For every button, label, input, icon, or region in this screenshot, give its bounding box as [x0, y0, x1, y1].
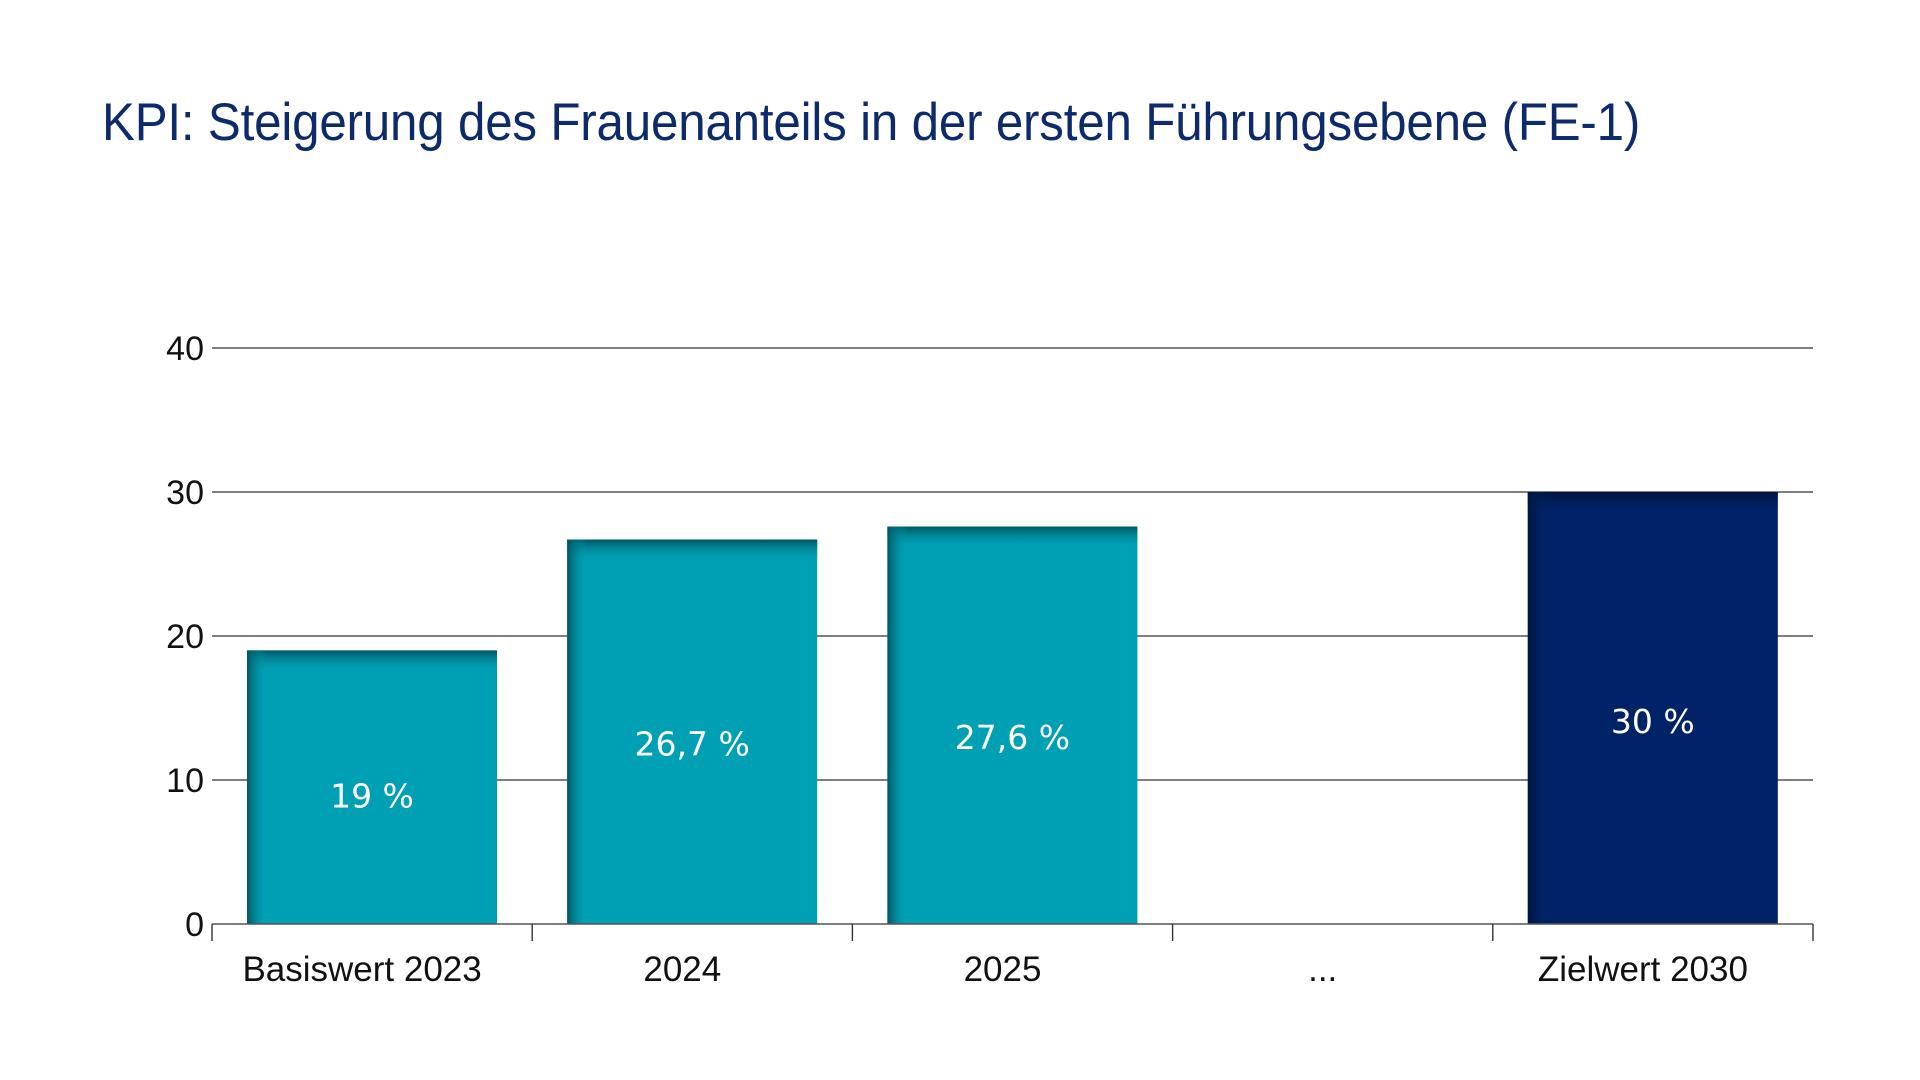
bar-top-shade [247, 650, 497, 673]
data-label: 19 % [330, 776, 414, 815]
bars [247, 492, 1778, 924]
bar-top-shade [887, 526, 1138, 549]
x-category-label: 2025 [964, 950, 1042, 989]
data-label: 27,6 % [955, 718, 1070, 757]
labels: 0 10 20 30 40 19 % 26,7 % 27,6 % 30 % Basiswert 2… [166, 330, 1748, 989]
bar-left-shade [567, 539, 588, 924]
y-tick-label: 0 [185, 906, 204, 944]
y-tick-label: 30 [166, 474, 204, 512]
x-category-label: Zielwert 2030 [1538, 950, 1748, 989]
chart-title: KPI: Steigerung des Frauenanteils in der… [102, 93, 1641, 152]
y-tick-label: 10 [166, 762, 204, 800]
bar-1 [567, 539, 818, 924]
bar-4 [1527, 492, 1778, 924]
data-label: 30 % [1611, 702, 1695, 741]
bar-fill [887, 526, 1138, 924]
x-category-label: Basiswert 2023 [242, 950, 481, 989]
bar-top-shade [1527, 492, 1778, 514]
bar-top-shade [567, 539, 818, 562]
bar-fill [1527, 492, 1778, 924]
bar-fill [567, 539, 818, 924]
data-label: 26,7 % [635, 724, 750, 763]
bar-left-shade [247, 650, 267, 924]
x-category-label: ... [1308, 950, 1337, 989]
bar-left-shade [887, 526, 908, 924]
bar-0 [247, 650, 497, 924]
bar-2 [887, 526, 1138, 924]
bar-fill [247, 650, 497, 924]
y-tick-label: 40 [166, 330, 204, 368]
x-category-label: 2024 [643, 950, 721, 989]
x-axis [211, 923, 1814, 941]
y-tick-label: 20 [166, 618, 204, 656]
bar-left-shade [1527, 492, 1548, 924]
